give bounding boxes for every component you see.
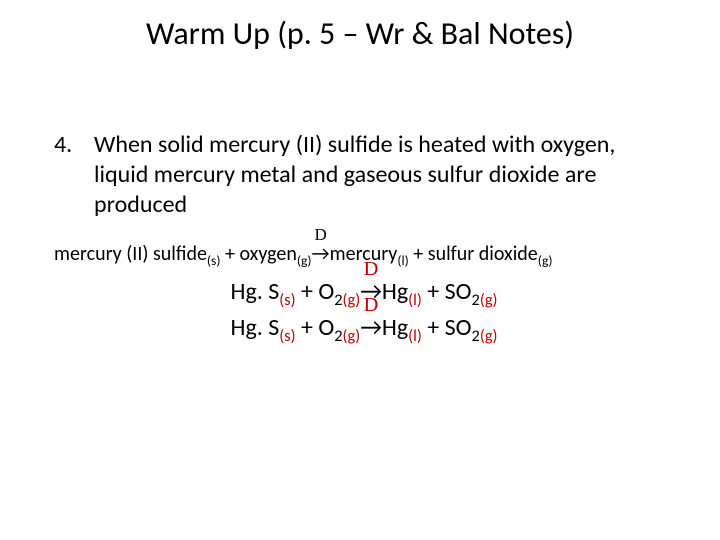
ce1-delta-icon: D <box>364 254 379 285</box>
ce2-plus1: + <box>296 313 319 342</box>
ce2-p2-state: (g) <box>480 326 498 346</box>
we-rhs2: sulfur dioxide <box>428 242 538 266</box>
ce2-r1: Hg. S <box>231 313 280 342</box>
ce2-p2-sub: 2 <box>472 326 480 346</box>
we-lhs2: oxygen <box>240 242 297 266</box>
slide-body: 4. When solid mercury (II) sulfide is he… <box>54 130 674 346</box>
slide: Warm Up (p. 5 – Wr & Bal Notes) 4. When … <box>0 0 720 540</box>
ce1-r2-state: (g) <box>343 290 361 310</box>
ce2-r2-sub: 2 <box>334 326 342 346</box>
we-delta-icon: D <box>314 225 326 245</box>
ce1-r2-sub: 2 <box>334 290 342 310</box>
ce2-arrow-wrap: D → <box>360 310 382 346</box>
question-item: 4. When solid mercury (II) sulfide is he… <box>54 130 674 220</box>
ce1-p2-sub: 2 <box>472 290 480 310</box>
ce2-r2: O <box>318 313 334 342</box>
ce1-r1: Hg. S <box>231 277 280 306</box>
ce1-plus2: + <box>422 277 445 306</box>
we-lhs2-state: (g) <box>297 252 312 269</box>
we-rhs2-state: (g) <box>538 252 553 269</box>
we-lhs1: mercury (II) sulfide <box>54 242 207 266</box>
ce2-p1-state: (l) <box>408 326 422 346</box>
we-rhs1-state: (l) <box>397 252 408 269</box>
we-plus2: + <box>409 242 428 266</box>
we-arrow-icon: → <box>312 242 330 266</box>
ce1-p2: SO <box>445 277 472 306</box>
question-text: When solid mercury (II) sulfide is heate… <box>94 130 674 220</box>
ce1-p2-state: (g) <box>480 290 498 310</box>
question-number: 4. <box>54 130 94 160</box>
ce2-p1: Hg <box>382 313 408 342</box>
page-title: Warm Up (p. 5 – Wr & Bal Notes) <box>0 14 720 53</box>
we-plus1: + <box>220 242 239 266</box>
chem-equation-line-2: Hg. S(s) + O2(g)D → Hg(l) + SO2(g) <box>231 310 498 346</box>
ce1-r1-state: (s) <box>279 290 295 310</box>
ce2-r1-state: (s) <box>279 326 295 346</box>
ce2-p2: SO <box>445 313 472 342</box>
we-arrow-wrap: D → <box>312 242 330 266</box>
ce2-plus2: + <box>422 313 445 342</box>
ce1-r2: O <box>318 277 334 306</box>
ce1-plus1: + <box>296 277 319 306</box>
ce2-delta-icon: D <box>364 290 379 321</box>
chem-equation-block: Hg. S(s) + O2(g)D → Hg(l) + SO2(g) Hg. S… <box>54 274 674 346</box>
we-lhs1-state: (s) <box>207 252 221 269</box>
ce2-r2-state: (g) <box>343 326 361 346</box>
ce1-p1: Hg <box>382 277 408 306</box>
ce1-p1-state: (l) <box>408 290 422 310</box>
